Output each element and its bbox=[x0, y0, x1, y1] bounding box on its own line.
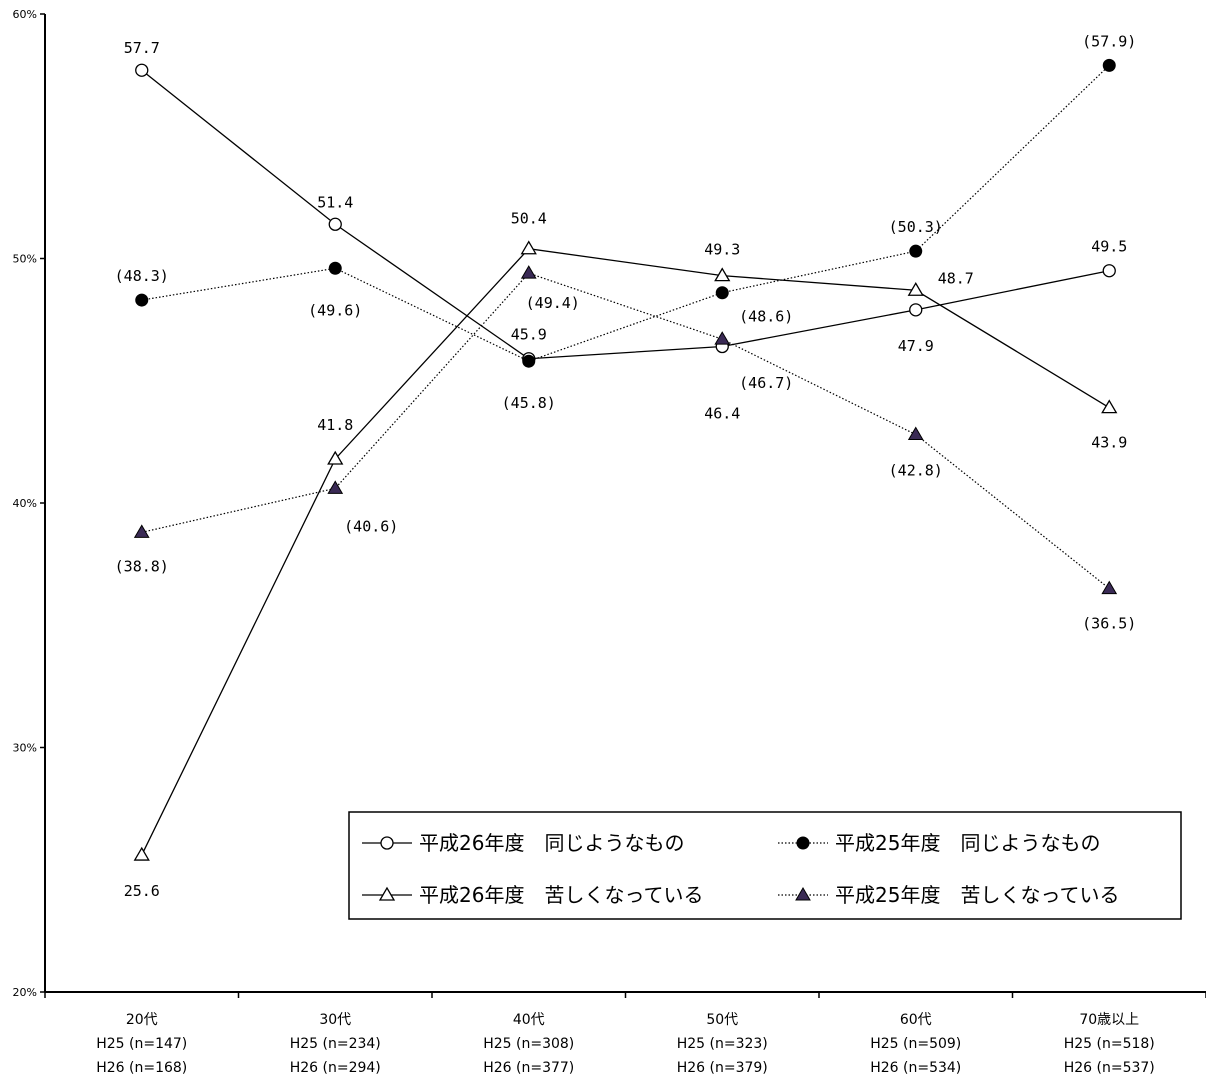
data-label: (57.9) bbox=[1082, 32, 1136, 50]
x-category-label: 50代 bbox=[706, 1012, 738, 1028]
x-sample-size-label: H25 (n=234) bbox=[290, 1036, 381, 1052]
legend-label: 平成25年度 同じようなもの bbox=[835, 831, 1100, 855]
legend-label: 平成25年度 苦しくなっている bbox=[835, 883, 1119, 907]
data-point-filled-circle bbox=[909, 244, 923, 258]
data-point-filled-circle bbox=[328, 261, 342, 275]
data-label: (36.5) bbox=[1082, 615, 1136, 633]
data-label: 25.6 bbox=[124, 882, 160, 900]
data-label: (49.4) bbox=[526, 294, 580, 312]
data-point-filled-circle bbox=[522, 354, 536, 368]
y-tick-label: 60% bbox=[13, 8, 37, 21]
data-label: (38.8) bbox=[115, 557, 169, 575]
data-label: 47.9 bbox=[898, 337, 934, 355]
x-sample-size-label: H25 (n=147) bbox=[96, 1036, 187, 1052]
data-point-open-triangle bbox=[714, 267, 731, 282]
legend-label: 平成26年度 同じようなもの bbox=[419, 831, 684, 855]
data-point-open-triangle bbox=[133, 846, 150, 861]
x-category-label: 30代 bbox=[319, 1012, 351, 1028]
y-tick-label: 20% bbox=[13, 986, 37, 999]
data-label: (48.6) bbox=[739, 308, 793, 326]
data-label: (42.8) bbox=[889, 462, 943, 480]
data-label: (48.3) bbox=[115, 267, 169, 285]
data-label: 48.7 bbox=[938, 269, 974, 287]
data-point-filled-triangle bbox=[1101, 580, 1118, 595]
data-point-open-triangle bbox=[327, 450, 344, 465]
x-sample-size-label: H25 (n=509) bbox=[870, 1036, 961, 1052]
data-label: 45.9 bbox=[511, 326, 547, 344]
data-point-filled-circle bbox=[796, 836, 810, 850]
data-point-open-circle bbox=[135, 63, 149, 77]
data-point-filled-triangle bbox=[133, 524, 150, 538]
data-point-open-triangle bbox=[520, 240, 537, 255]
data-label: (40.6) bbox=[344, 517, 398, 535]
x-category-label: 60代 bbox=[900, 1012, 932, 1028]
series-markers bbox=[133, 58, 1118, 861]
data-labels: 57.7 51.4 45.9 46.4 47.9 49.5 (48.3) (49.6) (45.… bbox=[115, 32, 1137, 900]
data-label: 50.4 bbox=[511, 210, 547, 228]
x-category-label: 70歳以上 bbox=[1079, 1012, 1139, 1028]
data-label: (46.7) bbox=[739, 374, 793, 392]
x-sample-size-label: H26 (n=534) bbox=[870, 1060, 961, 1076]
data-label: (50.3) bbox=[889, 218, 943, 236]
data-label: (49.6) bbox=[308, 301, 362, 319]
data-point-open-triangle bbox=[1101, 399, 1118, 414]
data-label: 46.4 bbox=[704, 405, 740, 423]
data-label: 49.3 bbox=[704, 241, 740, 259]
x-sample-size-label: H25 (n=308) bbox=[483, 1036, 574, 1052]
data-point-filled-triangle bbox=[714, 331, 731, 345]
x-sample-size-label: H25 (n=323) bbox=[677, 1036, 768, 1052]
data-point-filled-circle bbox=[715, 286, 729, 300]
data-label: 43.9 bbox=[1091, 434, 1127, 452]
series-lines bbox=[141, 64, 1110, 856]
x-sample-size-label: H26 (n=379) bbox=[677, 1060, 768, 1076]
data-label: 41.8 bbox=[317, 416, 353, 434]
x-sample-size-label: H26 (n=377) bbox=[483, 1060, 574, 1076]
data-label: 51.4 bbox=[317, 193, 353, 211]
series-line-4 bbox=[141, 272, 1110, 590]
data-point-filled-circle bbox=[135, 293, 149, 307]
y-tick-label: 30% bbox=[13, 742, 37, 755]
data-point-open-triangle bbox=[378, 886, 396, 901]
data-point-filled-circle bbox=[1102, 58, 1116, 72]
data-point-filled-triangle bbox=[795, 887, 811, 901]
data-point-open-circle bbox=[328, 217, 342, 231]
series-line-3 bbox=[141, 248, 1110, 856]
data-point-open-circle bbox=[1102, 264, 1116, 278]
data-point-open-circle bbox=[380, 836, 394, 850]
x-sample-size-label: H26 (n=537) bbox=[1064, 1060, 1155, 1076]
data-label: 57.7 bbox=[124, 39, 160, 57]
x-sample-size-label: H25 (n=518) bbox=[1064, 1036, 1155, 1052]
data-point-open-circle bbox=[909, 303, 923, 317]
data-label: (45.8) bbox=[502, 394, 556, 412]
axes: 20% 30% 40% 50% 60% 20代 H25 (n=147) H26 (n=168)… bbox=[13, 8, 1206, 1076]
data-point-filled-triangle bbox=[520, 265, 537, 279]
data-point-open-triangle bbox=[907, 281, 924, 296]
x-category-label: 40代 bbox=[513, 1012, 545, 1028]
data-label: 49.5 bbox=[1091, 238, 1127, 256]
x-category-label: 20代 bbox=[126, 1012, 158, 1028]
x-sample-size-label: H26 (n=294) bbox=[290, 1060, 381, 1076]
series-line-2 bbox=[141, 64, 1110, 362]
y-tick-label: 50% bbox=[13, 253, 37, 266]
x-sample-size-label: H26 (n=168) bbox=[96, 1060, 187, 1076]
data-point-filled-triangle bbox=[907, 426, 924, 441]
data-point-filled-triangle bbox=[327, 480, 344, 494]
legend-box bbox=[348, 811, 1182, 920]
series-line-1 bbox=[141, 69, 1110, 360]
y-tick-label: 40% bbox=[13, 497, 37, 510]
legend-label: 平成26年度 苦しくなっている bbox=[419, 883, 703, 907]
